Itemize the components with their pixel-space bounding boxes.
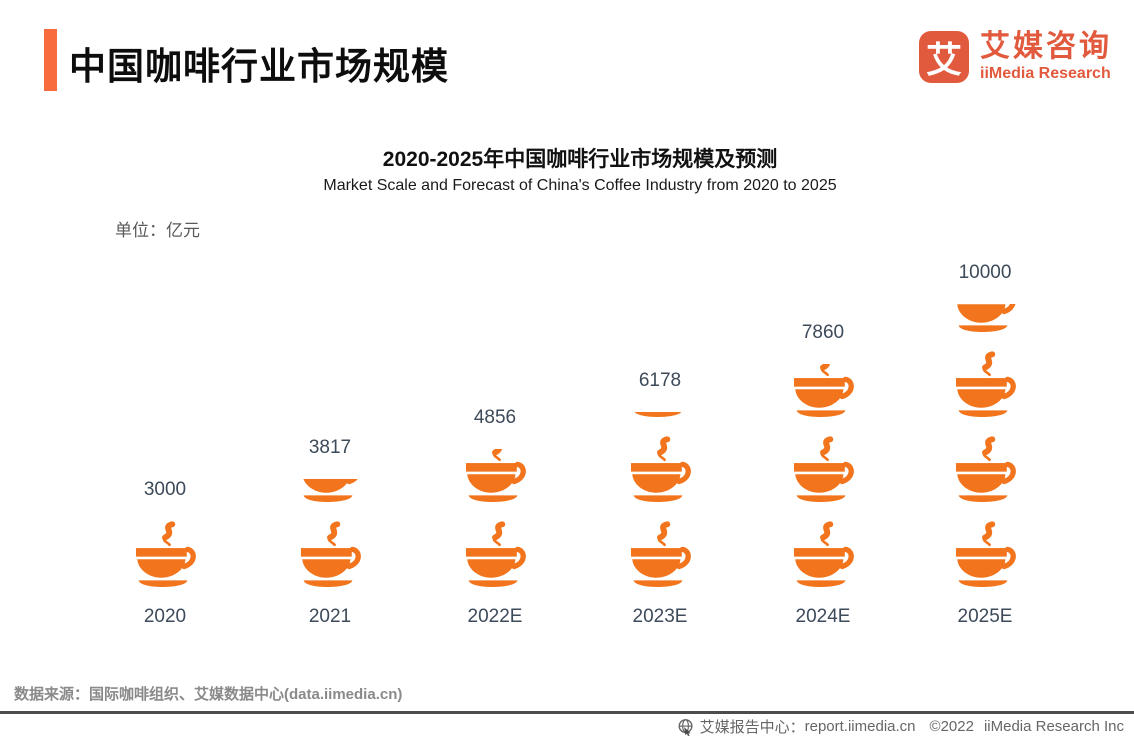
coffee-cup-icon bbox=[297, 521, 363, 587]
category-label: 2025E bbox=[957, 606, 1013, 627]
value-label: 4856 bbox=[473, 407, 517, 428]
category-label: 2023E bbox=[632, 606, 688, 627]
category-label: 2020 bbox=[143, 606, 187, 627]
category-label: 2022E bbox=[467, 606, 523, 627]
category-label: 2021 bbox=[308, 606, 352, 627]
value-label: 3817 bbox=[308, 437, 352, 458]
page-title: 中国咖啡行业市场规模 bbox=[69, 46, 449, 87]
chart-column-2025E: 10000 2025E bbox=[920, 261, 1050, 628]
partial-coffee-cup-icon bbox=[297, 479, 363, 502]
data-source-note: 数据来源：国际咖啡组织、艾媒数据中心(data.iimedia.cn) bbox=[14, 686, 403, 703]
chart-subtitle: Market Scale and Forecast of China's Cof… bbox=[323, 177, 837, 194]
partial-coffee-cup-icon bbox=[627, 412, 693, 417]
partial-coffee-cup-icon bbox=[790, 364, 856, 417]
value-label: 6178 bbox=[638, 370, 682, 391]
report-url: report.iimedia.cn bbox=[804, 718, 916, 735]
iimedia-logo-icon: 艾 bbox=[919, 31, 969, 83]
company-name: iiMedia Research Inc bbox=[983, 718, 1124, 735]
footer-bar: 艾媒报告中心： report.iimedia.cn ©2022 iiMedia … bbox=[677, 716, 1124, 737]
coffee-cup-icon bbox=[462, 521, 528, 587]
value-label: 7860 bbox=[801, 322, 845, 343]
globe-cursor-icon bbox=[677, 718, 695, 736]
title-accent-bar bbox=[44, 29, 57, 91]
chart-column-2024E: 7860 2024E bbox=[758, 321, 888, 628]
coffee-cup-icon bbox=[627, 436, 693, 502]
coffee-cup-icon bbox=[952, 351, 1018, 417]
logo-text: 艾媒咨询 iiMedia Research bbox=[980, 31, 1112, 82]
chart-column-2021: 3817 2021 bbox=[265, 436, 395, 628]
coffee-cup-icon bbox=[790, 436, 856, 502]
chart-column-2023E: 6178 2023E bbox=[595, 369, 725, 628]
chart-column-2022E: 4856 2022E bbox=[430, 406, 560, 628]
report-center-label: 艾媒报告中心： bbox=[699, 719, 805, 736]
coffee-cup-icon bbox=[952, 436, 1018, 502]
partial-coffee-cup-icon bbox=[952, 304, 1018, 332]
chart-column-2020: 3000 2020 bbox=[100, 478, 230, 628]
value-label: 3000 bbox=[143, 479, 187, 500]
copyright-text: ©2022 bbox=[929, 718, 974, 735]
logo-name-cn: 艾媒咨询 bbox=[980, 30, 1112, 64]
logo-name-en: iiMedia Research bbox=[980, 64, 1111, 82]
category-label: 2024E bbox=[795, 606, 851, 627]
chart-title: 2020-2025年中国咖啡行业市场规模及预测 bbox=[382, 148, 778, 171]
iimedia-logo: 艾 艾媒咨询 iiMedia Research bbox=[919, 31, 1112, 83]
partial-coffee-cup-icon bbox=[462, 449, 528, 502]
footer-divider bbox=[0, 711, 1134, 714]
coffee-cup-icon bbox=[952, 521, 1018, 587]
coffee-cup-icon bbox=[627, 521, 693, 587]
coffee-cup-icon bbox=[790, 521, 856, 587]
coffee-cup-icon bbox=[132, 521, 198, 587]
unit-label: 单位：亿元 bbox=[115, 221, 200, 240]
value-label: 10000 bbox=[958, 262, 1012, 283]
